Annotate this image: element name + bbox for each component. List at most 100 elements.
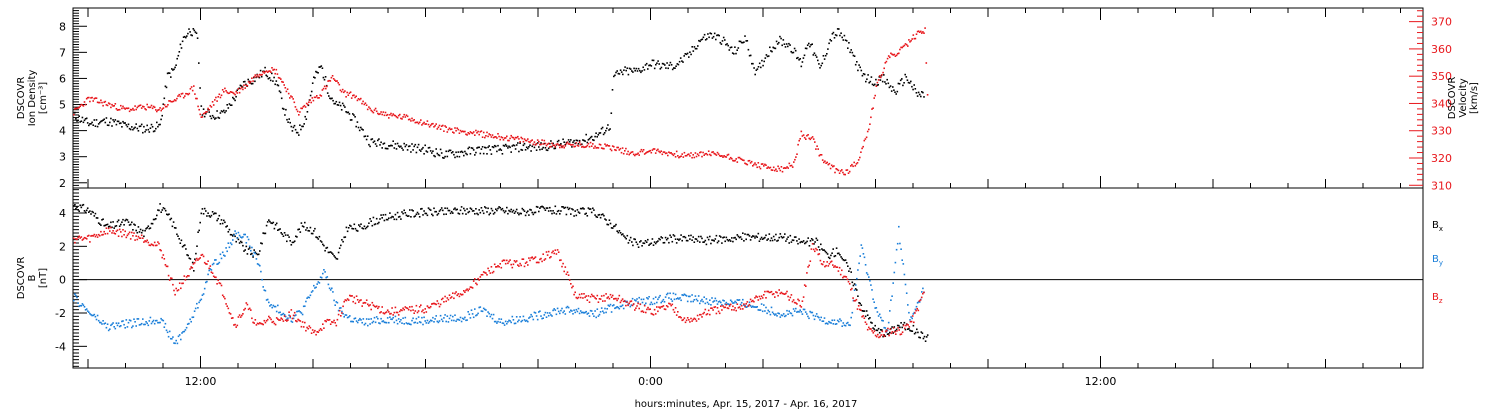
- ion-density-point: [219, 112, 222, 114]
- bx-point: [661, 237, 664, 239]
- bx-point: [578, 212, 581, 214]
- ion-density-point: [313, 76, 315, 78]
- velocity-point: [704, 153, 707, 155]
- velocity-point: [323, 85, 326, 88]
- bz-point: [898, 329, 900, 331]
- by-point: [828, 320, 830, 323]
- bz-point: [561, 265, 563, 268]
- bz-point: [805, 285, 807, 287]
- bz-point: [464, 291, 466, 293]
- velocity-point: [115, 108, 118, 110]
- ion-density-point: [330, 97, 332, 100]
- ion-density-point: [550, 140, 552, 142]
- ion-density-point: [353, 114, 355, 116]
- bx-point: [133, 223, 135, 226]
- velocity-point: [502, 139, 505, 141]
- velocity-point: [184, 95, 186, 97]
- bz-point: [812, 248, 815, 251]
- by-point: [490, 313, 493, 316]
- bz-point: [911, 315, 914, 317]
- bz-point: [679, 316, 681, 318]
- velocity-point: [449, 128, 452, 131]
- by-point: [455, 320, 457, 322]
- ion-density-point: [681, 60, 683, 62]
- velocity-point: [198, 108, 200, 111]
- bz-point: [572, 285, 574, 288]
- bx-point: [405, 214, 408, 217]
- bx-point: [892, 332, 894, 334]
- bx-point: [740, 238, 743, 240]
- velocity-point: [392, 113, 394, 115]
- velocity-point: [675, 150, 678, 153]
- velocity-point: [910, 39, 912, 42]
- bx-point: [475, 208, 477, 210]
- ion-density-point: [781, 44, 783, 47]
- velocity-point: [640, 148, 643, 151]
- bx-point: [310, 232, 313, 235]
- bz-point: [718, 312, 721, 315]
- ion-density-point: [99, 121, 101, 124]
- ion-density-point: [166, 72, 169, 75]
- bz-point: [673, 311, 676, 313]
- bz-point: [541, 260, 543, 263]
- ion-density-point: [743, 41, 745, 43]
- velocity-point: [850, 165, 852, 167]
- by-point: [899, 242, 901, 245]
- velocity-point: [688, 153, 690, 155]
- bz-point: [138, 237, 141, 239]
- by-point: [389, 316, 391, 318]
- bz-point: [893, 331, 896, 333]
- ion-density-point: [836, 28, 839, 30]
- by-point: [856, 277, 858, 280]
- bz-point: [80, 236, 83, 238]
- velocity-point: [470, 132, 473, 134]
- by-point: [724, 303, 726, 305]
- by-point: [875, 307, 878, 309]
- velocity-point: [875, 85, 878, 87]
- velocity-point: [573, 145, 575, 148]
- velocity-point: [228, 92, 231, 94]
- ion-density-point: [866, 78, 868, 80]
- velocity-point: [417, 122, 420, 125]
- velocity-point: [872, 107, 874, 109]
- ion-density-point: [771, 50, 773, 53]
- velocity-point: [469, 131, 472, 133]
- velocity-point: [692, 154, 694, 156]
- bx-point: [858, 302, 860, 304]
- ion-density-point: [134, 126, 136, 129]
- velocity-point: [886, 57, 889, 60]
- bx-point: [393, 218, 396, 221]
- by-point: [739, 303, 742, 306]
- bz-point: [375, 305, 378, 307]
- by-point: [699, 302, 701, 305]
- by-point: [782, 313, 785, 315]
- bx-point: [800, 240, 803, 243]
- by-point: [256, 263, 259, 265]
- bx-point: [822, 249, 824, 251]
- velocity-point: [661, 153, 664, 156]
- bx-point: [361, 227, 363, 229]
- by-point: [107, 329, 110, 332]
- velocity-point: [75, 107, 77, 110]
- bx-point: [830, 254, 832, 257]
- velocity-point: [878, 75, 881, 77]
- bz-point: [189, 268, 191, 270]
- bx-point: [887, 333, 890, 335]
- bx-point: [126, 219, 129, 221]
- bz-point: [491, 271, 494, 274]
- ion-density-point: [79, 121, 81, 123]
- by-point: [622, 307, 625, 310]
- ion-density-point: [301, 125, 303, 128]
- bx-point: [136, 231, 139, 234]
- bx-point: [694, 238, 697, 240]
- bx-point: [470, 208, 473, 210]
- velocity-point: [311, 97, 314, 99]
- velocity-point: [703, 154, 705, 156]
- ion-density-point: [699, 40, 701, 43]
- ion-density-point: [658, 63, 660, 65]
- bz-point: [595, 298, 597, 300]
- bz-point: [485, 272, 487, 274]
- velocity-point: [118, 108, 121, 111]
- by-point: [371, 321, 374, 324]
- velocity-point: [464, 130, 466, 133]
